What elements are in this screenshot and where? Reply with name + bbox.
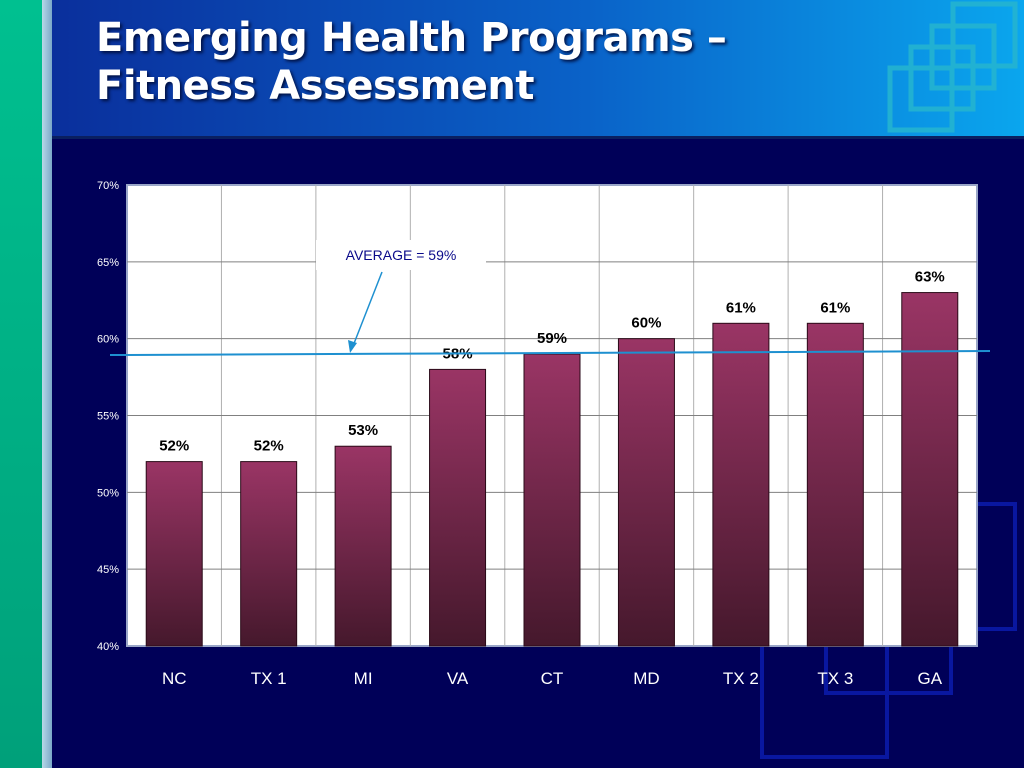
left-accent-bar — [0, 0, 42, 768]
average-annotation: AVERAGE = 59% — [346, 247, 457, 263]
bar-tx-2 — [712, 322, 770, 647]
bar-ga — [901, 292, 959, 647]
bar-value-label: 60% — [631, 315, 661, 332]
y-tick-label: 50% — [97, 487, 119, 499]
x-category-label: GA — [917, 669, 942, 688]
x-category-label: TX 3 — [817, 669, 853, 688]
x-category-label: MI — [354, 669, 373, 688]
slide-title: Emerging Health Programs – Fitness Asses… — [96, 14, 727, 110]
bar-value-label: 61% — [726, 299, 756, 316]
bar-value-label: 63% — [915, 269, 945, 286]
x-category-label: TX 2 — [723, 669, 759, 688]
y-tick-label: 55% — [97, 411, 119, 423]
y-tick-label: 40% — [97, 641, 119, 653]
x-category-label: MD — [633, 669, 659, 688]
bar-value-label: 59% — [537, 330, 567, 347]
x-category-label: CT — [541, 669, 564, 688]
bar-value-label: 52% — [159, 438, 189, 455]
bar-md — [617, 338, 675, 647]
bar-value-label: 61% — [820, 299, 850, 316]
bar-nc — [145, 461, 203, 647]
annotation-arrow — [352, 271, 383, 347]
y-tick-label: 65% — [97, 257, 119, 269]
average-annotation-box — [316, 240, 486, 270]
bar-value-label: 52% — [254, 438, 284, 455]
bar-value-label: 53% — [348, 422, 378, 439]
left-accent-edge — [42, 0, 52, 768]
x-category-label: TX 1 — [251, 669, 287, 688]
title-banner — [52, 0, 1024, 136]
bar-ct — [523, 353, 581, 647]
x-category-label: VA — [447, 669, 469, 688]
bar-va — [429, 368, 487, 647]
y-tick-label: 60% — [97, 334, 119, 346]
bar-mi — [334, 445, 392, 647]
bar-tx-3 — [806, 322, 864, 647]
average-line — [109, 350, 991, 357]
y-tick-label: 45% — [97, 564, 119, 576]
title-line-2: Fitness Assessment — [96, 63, 535, 109]
annotation-arrowhead — [348, 340, 357, 353]
bar-tx-1 — [240, 461, 298, 647]
title-line-1: Emerging Health Programs – — [96, 15, 727, 61]
y-tick-label: 70% — [97, 180, 119, 192]
x-category-label: NC — [162, 669, 187, 688]
banner-divider — [52, 136, 1024, 139]
